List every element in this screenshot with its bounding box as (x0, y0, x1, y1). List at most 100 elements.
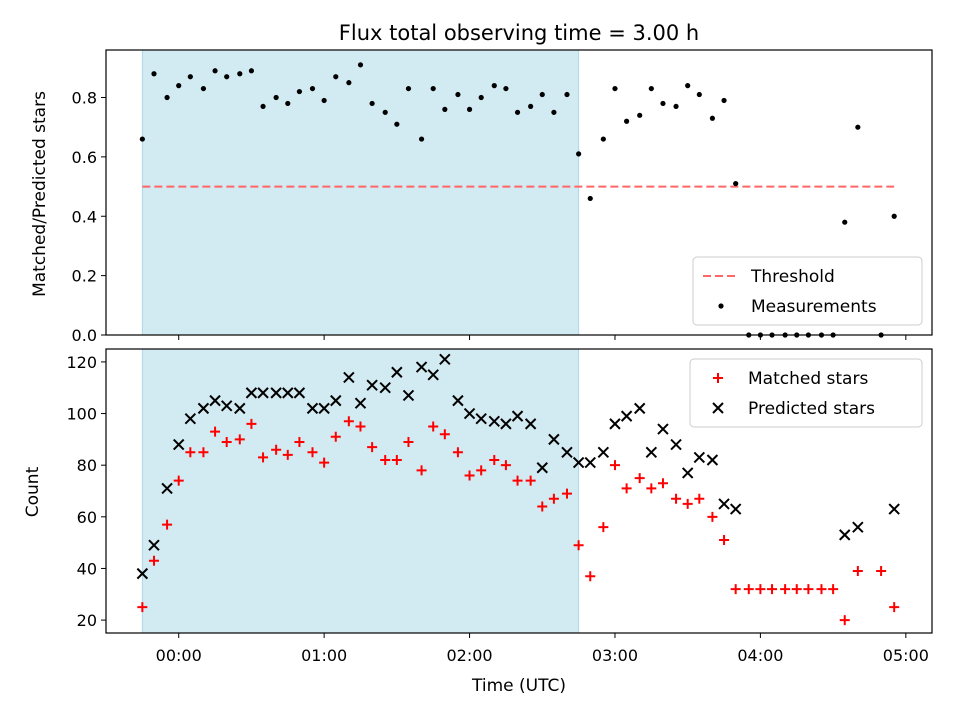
predicted-star-point (173, 438, 185, 451)
predicted-star-point (220, 400, 233, 412)
matched-star-point (439, 429, 450, 440)
matched-star-point (221, 436, 232, 447)
bottom-panel-y-axis-label: Count (23, 466, 43, 517)
y-tick-label: 0.8 (72, 89, 97, 108)
predicted-star-point (354, 397, 367, 409)
predicted-star-point (609, 418, 621, 430)
matched-star-point (319, 457, 330, 468)
matched-star-point (512, 475, 523, 486)
legend-matched-swatch (713, 373, 723, 383)
predicted-star-point (524, 418, 537, 430)
matched-star-point (464, 470, 475, 481)
measurement-point (539, 91, 545, 98)
predicted-star-point (852, 521, 864, 533)
predicted-star-point (657, 423, 669, 435)
predicted-star-point (561, 446, 573, 458)
measurement-point (321, 97, 327, 104)
matched-star-point (234, 434, 245, 445)
matched-star-point (743, 584, 754, 595)
legend-label: Threshold (750, 267, 835, 287)
matched-star-point (707, 511, 718, 522)
matched-star-point (380, 455, 391, 466)
measurement-point (478, 94, 484, 101)
observing-window-span (141, 348, 580, 634)
legend-box (689, 358, 923, 428)
predicted-star-point (136, 567, 149, 580)
matched-star-point (780, 584, 791, 595)
measurement-point (151, 71, 157, 77)
measurement-point (164, 94, 170, 101)
x-tick-label: 05:00 (883, 646, 929, 665)
matched-star-point (525, 475, 536, 486)
measurement-point (455, 91, 461, 98)
matched-star-point (609, 460, 620, 471)
observing-window-span (141, 49, 580, 336)
matched-star-point (791, 584, 802, 595)
measurement-point (418, 136, 425, 142)
predicted-star-point (161, 482, 173, 495)
matched-star-point (307, 447, 318, 458)
matched-star-point (803, 584, 814, 595)
y-tick-label: 0.4 (72, 207, 97, 226)
matched-star-point (694, 493, 705, 504)
matched-star-point (755, 584, 766, 595)
predicted-star-point (620, 410, 633, 422)
matched-star-point (548, 493, 559, 504)
measurement-point (200, 85, 207, 92)
measurement-point (564, 91, 570, 98)
matched-star-point (148, 555, 159, 566)
measurement-point (273, 94, 279, 101)
matched-star-point (210, 426, 221, 437)
predicted-star-point (511, 410, 524, 422)
x-tick-label: 00:00 (156, 646, 202, 665)
matched-star-point (816, 584, 827, 595)
measurement-point (248, 68, 255, 74)
matched-star-point (403, 436, 414, 447)
matched-star-point (416, 465, 427, 476)
matched-star-point (452, 447, 463, 458)
measurement-point (285, 100, 291, 107)
measurement-point (842, 219, 848, 225)
measurement-point (891, 213, 897, 219)
predicted-star-point (463, 407, 476, 420)
measurement-point (430, 85, 436, 92)
y-tick-label: 0.2 (72, 267, 97, 286)
predicted-star-point (839, 529, 851, 541)
measurement-point (696, 91, 702, 98)
measurement-point (176, 83, 182, 89)
predicted-star-point (475, 413, 487, 425)
matched-star-point (137, 602, 148, 613)
matched-star-point (671, 493, 682, 504)
predicted-star-point (439, 353, 451, 366)
y-tick-label: 80 (77, 456, 97, 475)
legend-measurement-swatch (718, 303, 724, 309)
measurement-point (648, 85, 654, 92)
predicted-star-point (379, 382, 391, 394)
predicted-star-point (670, 438, 682, 451)
bottom-axes-frame (105, 348, 933, 634)
measurement-point (612, 85, 618, 92)
y-tick-label: 40 (77, 559, 97, 578)
predicted-star-point (306, 402, 319, 415)
matched-star-point (657, 478, 668, 489)
predicted-star-point (584, 456, 596, 469)
matched-star-point (730, 584, 741, 595)
matched-star-point (282, 449, 293, 460)
predicted-star-point (500, 418, 512, 430)
predicted-star-point (318, 402, 330, 415)
measurement-point (357, 62, 364, 68)
measurement-point (466, 106, 473, 112)
predicted-star-point (330, 394, 342, 407)
measurement-point (587, 195, 593, 202)
measurement-point (237, 71, 243, 77)
measurement-point (660, 100, 666, 107)
legend-label: Predicted stars (748, 399, 875, 419)
predicted-star-point (693, 451, 706, 464)
measurement-point (309, 85, 316, 92)
x-tick-label: 01:00 (301, 646, 347, 665)
predicted-star-point (645, 446, 658, 458)
legend-box (692, 256, 923, 326)
matched-star-point (682, 498, 693, 509)
measurement-point (405, 85, 412, 92)
